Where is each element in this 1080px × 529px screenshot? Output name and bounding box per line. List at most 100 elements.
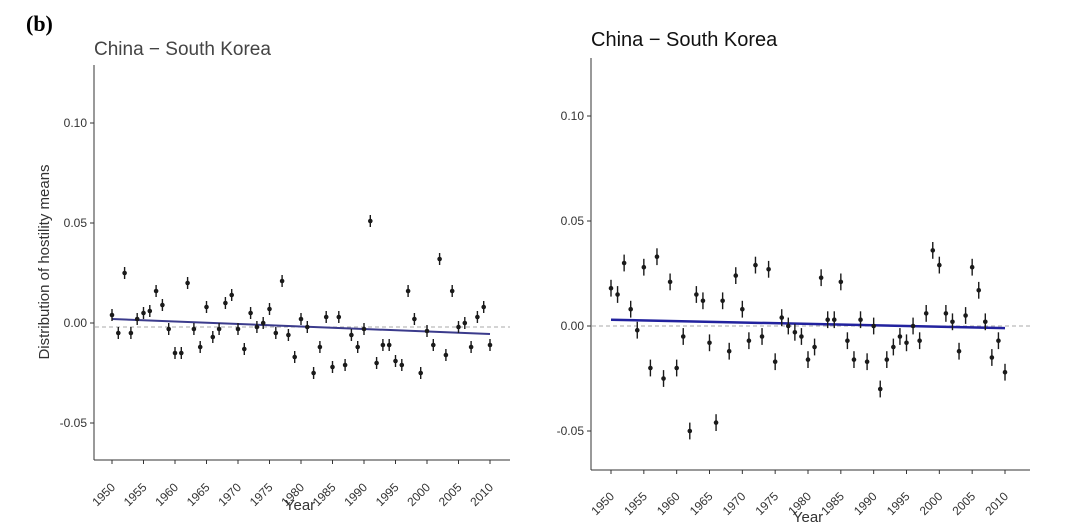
chart-right-x-tick-label: 1995 [884, 489, 913, 518]
chart-right-data-point [805, 357, 811, 362]
chart-left-data-point [273, 330, 279, 336]
chart-right-data-point [753, 262, 758, 268]
chart-right-data-point [989, 355, 995, 360]
chart-left-data-point [412, 316, 417, 322]
chart-left-x-tick-label: 2010 [467, 480, 496, 509]
chart-left-x-tick-label: 1990 [341, 480, 370, 509]
chart-right-data-point [956, 348, 962, 354]
chart-left-data-point [323, 314, 329, 320]
chart-right-data-point [864, 359, 870, 365]
chart-right-data-point [825, 317, 830, 323]
chart-right-data-point [996, 338, 1001, 344]
chart-right-data-point [904, 340, 909, 346]
chart-right-data-point [845, 338, 850, 344]
chart-left-data-point [116, 330, 121, 336]
chart-left-data-point [166, 326, 171, 332]
chart-right-data-point [759, 334, 765, 339]
chart-right-data-point [766, 267, 771, 272]
chart-left-data-point [424, 328, 430, 334]
chart-right-data-point [1002, 369, 1008, 375]
chart-left-data-point [431, 342, 436, 348]
chart-left-data-point [279, 278, 285, 284]
chart-right-data-point [976, 288, 982, 293]
chart-right-data-point [871, 323, 876, 329]
chart-left-data-point [248, 310, 253, 316]
chart-left-data-point [380, 342, 386, 348]
chart-left: China − South Korea Distribution of host… [36, 39, 510, 514]
chart-left-data-point [254, 324, 260, 330]
chart-right-x-tick-label: 1955 [621, 489, 650, 518]
chart-left-data-point [160, 302, 165, 308]
chart-right-data-point [621, 260, 627, 266]
chart-right-data-point [812, 344, 817, 350]
chart-right-data-point [877, 386, 883, 392]
chart-right-data-point [687, 428, 693, 434]
chart-right-data-point [792, 330, 798, 335]
chart-left-data-point [172, 350, 178, 356]
chart-left-data-point [355, 344, 361, 350]
chart-left-data-point [267, 306, 272, 312]
chart-right-data-point [851, 357, 857, 362]
chart-left-data-point [405, 288, 411, 294]
chart-left-data-point [204, 304, 209, 310]
chart-left-data-point [361, 326, 367, 332]
chart-left-data-point [487, 342, 493, 348]
chart-right-data-point [634, 327, 640, 333]
chart-left-x-tick-label: 1965 [184, 480, 213, 509]
chart-left-x-tick-label: 1985 [310, 480, 339, 509]
chart-right-data-point [983, 319, 988, 325]
chart-left-data-point [475, 314, 480, 320]
chart-left-x-tick-label: 1995 [373, 480, 402, 509]
chart-right-data-point [786, 323, 791, 329]
chart-right-y-tick-label: 0.10 [561, 109, 585, 123]
chart-left-data-point [342, 362, 348, 368]
chart-right-title: China − South Korea [591, 29, 778, 51]
chart-left-data-point [418, 370, 424, 376]
chart-right-data-point [628, 306, 633, 312]
chart-right-y-tick-label: 0.05 [561, 214, 585, 228]
chart-right-data-point [615, 292, 620, 297]
chart-right-data-point [799, 334, 804, 339]
chart-left-data-point [481, 304, 487, 310]
chart-left-data-point [437, 256, 442, 262]
chart-left-y-tick-label: 0.10 [64, 116, 88, 130]
chart-right-data-point [858, 317, 863, 323]
chart-left-y-tick-label: 0.00 [64, 316, 88, 330]
chart-left-data-point [223, 300, 228, 306]
chart-right-data-point [740, 306, 745, 312]
chart-right-x-axis-title: Year [793, 509, 823, 526]
chart-left-data-point [292, 354, 298, 360]
chart-left-data-point [197, 344, 203, 350]
chart-left-data-point [374, 360, 379, 366]
chart-left-data-point [468, 344, 474, 350]
chart-left-data-point [393, 358, 398, 364]
chart-right-data-point [897, 334, 903, 339]
chart-right-y-tick-label: 0.00 [561, 319, 585, 333]
chart-left-data-point [260, 320, 266, 326]
chart-right-trend-line [610, 318, 1006, 330]
chart-right-data-point [661, 376, 666, 381]
chart-left-data-point [449, 288, 455, 294]
chart-left-data-point [134, 316, 140, 322]
chart-right-data-point [700, 298, 706, 304]
chart-left-data-point [216, 326, 222, 332]
chart-right-data-point [779, 315, 785, 320]
chart-left-x-tick-label: 1970 [215, 480, 244, 509]
chart-left-data-point [109, 312, 115, 318]
chart-left-data-point [128, 330, 134, 336]
chart-right-data-point [667, 279, 673, 285]
chart-right-data-point [772, 359, 778, 365]
chart-left-data-point [286, 332, 291, 338]
chart-right-data-point [963, 313, 968, 318]
chart-left-y-axis-title: Distribution of hostility means [36, 164, 53, 359]
chart-right-data-point [891, 344, 896, 350]
chart-left-data-point [317, 344, 323, 350]
chart-left-data-point [191, 326, 197, 332]
chart-right-data-point [884, 357, 890, 362]
chart-right-x-tick-label: 1970 [720, 489, 749, 518]
chart-right-data-point [680, 334, 686, 339]
chart-left-data-point [311, 370, 316, 376]
chart-left-x-tick-label: 1955 [121, 480, 150, 509]
chart-right-x-tick-label: 1950 [588, 489, 617, 518]
chart-right-data-point [707, 340, 712, 346]
